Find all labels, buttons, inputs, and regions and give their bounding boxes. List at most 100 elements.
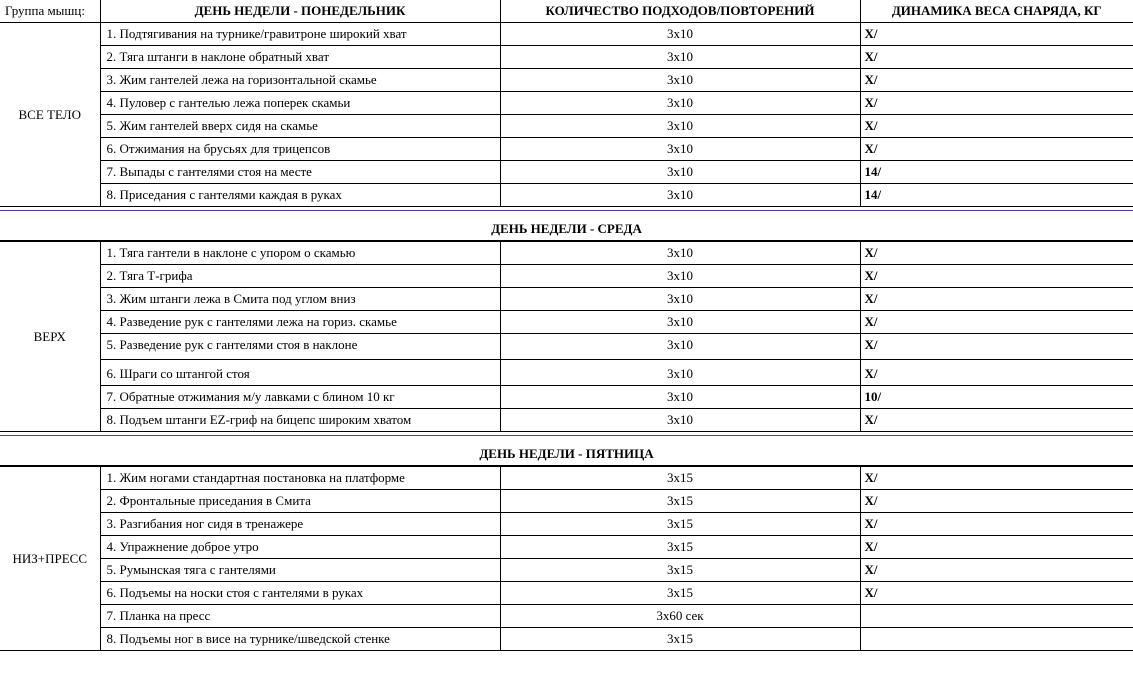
sets-cell: 3х10 bbox=[500, 138, 860, 161]
exercise-name: 3. Разгибания ног сидя в тренажере bbox=[100, 513, 500, 536]
exercise-name: 4. Разведение рук с гантелями лежа на го… bbox=[100, 311, 500, 334]
weight-cell: Х/ bbox=[860, 69, 1133, 92]
weight-cell: Х/ bbox=[860, 536, 1133, 559]
weight-cell: Х/ bbox=[860, 311, 1133, 334]
weight-cell: Х/ bbox=[860, 242, 1133, 265]
sets-cell: 3х10 bbox=[500, 69, 860, 92]
weight-cell bbox=[860, 628, 1133, 651]
table-row: 7. Выпады с гантелями стоя на месте3х101… bbox=[0, 161, 1133, 184]
exercise-name: 6. Отжимания на брусьях для трицепсов bbox=[100, 138, 500, 161]
table-row: 6. Отжимания на брусьях для трицепсов3х1… bbox=[0, 138, 1133, 161]
weight-cell bbox=[860, 605, 1133, 628]
sets-cell: 3х10 bbox=[500, 46, 860, 69]
table-row: 5. Румынская тяга с гантелями3х15Х/ bbox=[0, 559, 1133, 582]
table-row: 3. Разгибания ног сидя в тренажере3х15Х/ bbox=[0, 513, 1133, 536]
exercise-name: 4. Пуловер с гантелью лежа поперек скамь… bbox=[100, 92, 500, 115]
exercise-name: 8. Подъемы ног в висе на турнике/шведско… bbox=[100, 628, 500, 651]
table-row: 4. Разведение рук с гантелями лежа на го… bbox=[0, 311, 1133, 334]
table-row: 6. Подъемы на носки стоя с гантелями в р… bbox=[0, 582, 1133, 605]
exercise-name: 5. Разведение рук с гантелями стоя в нак… bbox=[100, 334, 500, 360]
group-label: Группа мышц: bbox=[0, 0, 100, 23]
table-row: 8. Подъем штанги EZ-гриф на бицепс широк… bbox=[0, 409, 1133, 432]
table-row: 4. Пуловер с гантелью лежа поперек скамь… bbox=[0, 92, 1133, 115]
exercise-name: 2. Тяга Т-грифа bbox=[100, 265, 500, 288]
sets-cell: 3х15 bbox=[500, 513, 860, 536]
table-row: 4. Упражнение доброе утро3х15Х/ bbox=[0, 536, 1133, 559]
table-row: 3. Жим штанги лежа в Смита под углом вни… bbox=[0, 288, 1133, 311]
day-header-friday: ДЕНЬ НЕДЕЛИ - ПЯТНИЦА bbox=[0, 436, 1133, 466]
weight-cell: Х/ bbox=[860, 23, 1133, 46]
sets-cell: 3х60 сек bbox=[500, 605, 860, 628]
table-row: 7. Планка на пресс3х60 сек bbox=[0, 605, 1133, 628]
sets-cell: 3х10 bbox=[500, 92, 860, 115]
sets-cell: 3х10 bbox=[500, 242, 860, 265]
weight-cell: 14/ bbox=[860, 184, 1133, 207]
weight-cell: Х/ bbox=[860, 288, 1133, 311]
weight-cell: Х/ bbox=[860, 115, 1133, 138]
muscle-group-cell: ВСЕ ТЕЛО bbox=[0, 23, 100, 207]
muscle-group-cell: НИЗ+ПРЕСС bbox=[0, 467, 100, 651]
weight-cell: Х/ bbox=[860, 360, 1133, 386]
sets-cell: 3х10 bbox=[500, 386, 860, 409]
weight-cell: 14/ bbox=[860, 161, 1133, 184]
sets-cell: 3х15 bbox=[500, 582, 860, 605]
sets-cell: 3х10 bbox=[500, 311, 860, 334]
exercise-name: 1. Жим ногами стандартная постановка на … bbox=[100, 467, 500, 490]
table-row: 5. Разведение рук с гантелями стоя в нак… bbox=[0, 334, 1133, 360]
workout-plan-table: Группа мышц:ДЕНЬ НЕДЕЛИ - ПОНЕДЕЛЬНИККОЛ… bbox=[0, 0, 1133, 651]
weight-cell: Х/ bbox=[860, 46, 1133, 69]
table-row: 5. Жим гантелей вверх сидя на скамье3х10… bbox=[0, 115, 1133, 138]
weight-cell: Х/ bbox=[860, 490, 1133, 513]
sets-cell: 3х10 bbox=[500, 115, 860, 138]
exercise-name: 8. Приседания с гантелями каждая в руках bbox=[100, 184, 500, 207]
exercise-name: 3. Жим гантелей лежа на горизонтальной с… bbox=[100, 69, 500, 92]
sets-cell: 3х15 bbox=[500, 559, 860, 582]
exercise-name: 7. Планка на пресс bbox=[100, 605, 500, 628]
sets-cell: 3х10 bbox=[500, 334, 860, 360]
sets-cell: 3х15 bbox=[500, 467, 860, 490]
exercise-name: 8. Подъем штанги EZ-гриф на бицепс широк… bbox=[100, 409, 500, 432]
sets-cell: 3х10 bbox=[500, 161, 860, 184]
weight-cell: Х/ bbox=[860, 92, 1133, 115]
sets-cell: 3х15 bbox=[500, 628, 860, 651]
table-row: 7. Обратные отжимания м/у лавками с блин… bbox=[0, 386, 1133, 409]
muscle-group-cell: ВЕРХ bbox=[0, 242, 100, 432]
exercise-name: 3. Жим штанги лежа в Смита под углом вни… bbox=[100, 288, 500, 311]
weight-cell: Х/ bbox=[860, 265, 1133, 288]
weight-cell: Х/ bbox=[860, 513, 1133, 536]
table-row: 2. Тяга Т-грифа3х10Х/ bbox=[0, 265, 1133, 288]
sets-cell: 3х10 bbox=[500, 409, 860, 432]
sets-header: КОЛИЧЕСТВО ПОДХОДОВ/ПОВТОРЕНИЙ bbox=[500, 0, 860, 23]
sets-cell: 3х10 bbox=[500, 184, 860, 207]
weight-cell: Х/ bbox=[860, 138, 1133, 161]
exercise-name: 5. Румынская тяга с гантелями bbox=[100, 559, 500, 582]
table-row: 2. Фронтальные приседания в Смита3х15Х/ bbox=[0, 490, 1133, 513]
sets-cell: 3х15 bbox=[500, 490, 860, 513]
table-row: ВЕРХ1. Тяга гантели в наклоне с упором о… bbox=[0, 242, 1133, 265]
exercise-name: 1. Подтягивания на турнике/гравитроне ши… bbox=[100, 23, 500, 46]
day-header-monday: ДЕНЬ НЕДЕЛИ - ПОНЕДЕЛЬНИК bbox=[100, 0, 500, 23]
weight-cell: Х/ bbox=[860, 334, 1133, 360]
table-row: ВСЕ ТЕЛО1. Подтягивания на турнике/грави… bbox=[0, 23, 1133, 46]
table-row: 8. Приседания с гантелями каждая в руках… bbox=[0, 184, 1133, 207]
sets-cell: 3х10 bbox=[500, 23, 860, 46]
weight-cell: Х/ bbox=[860, 582, 1133, 605]
exercise-name: 6. Шраги со штангой стоя bbox=[100, 360, 500, 386]
table-row: 6. Шраги со штангой стоя3х10Х/ bbox=[0, 360, 1133, 386]
sets-cell: 3х10 bbox=[500, 288, 860, 311]
table-row: 8. Подъемы ног в висе на турнике/шведско… bbox=[0, 628, 1133, 651]
table-row: 3. Жим гантелей лежа на горизонтальной с… bbox=[0, 69, 1133, 92]
table-row: 2. Тяга штанги в наклоне обратный хват3х… bbox=[0, 46, 1133, 69]
exercise-name: 7. Обратные отжимания м/у лавками с блин… bbox=[100, 386, 500, 409]
day-header-wednesday: ДЕНЬ НЕДЕЛИ - СРЕДА bbox=[0, 211, 1133, 241]
weight-cell: 10/ bbox=[860, 386, 1133, 409]
exercise-name: 5. Жим гантелей вверх сидя на скамье bbox=[100, 115, 500, 138]
sets-cell: 3х15 bbox=[500, 536, 860, 559]
weight-cell: Х/ bbox=[860, 409, 1133, 432]
sets-cell: 3х10 bbox=[500, 360, 860, 386]
exercise-name: 6. Подъемы на носки стоя с гантелями в р… bbox=[100, 582, 500, 605]
exercise-name: 2. Тяга штанги в наклоне обратный хват bbox=[100, 46, 500, 69]
table-row: НИЗ+ПРЕСС1. Жим ногами стандартная поста… bbox=[0, 467, 1133, 490]
exercise-name: 2. Фронтальные приседания в Смита bbox=[100, 490, 500, 513]
exercise-name: 1. Тяга гантели в наклоне с упором о ска… bbox=[100, 242, 500, 265]
